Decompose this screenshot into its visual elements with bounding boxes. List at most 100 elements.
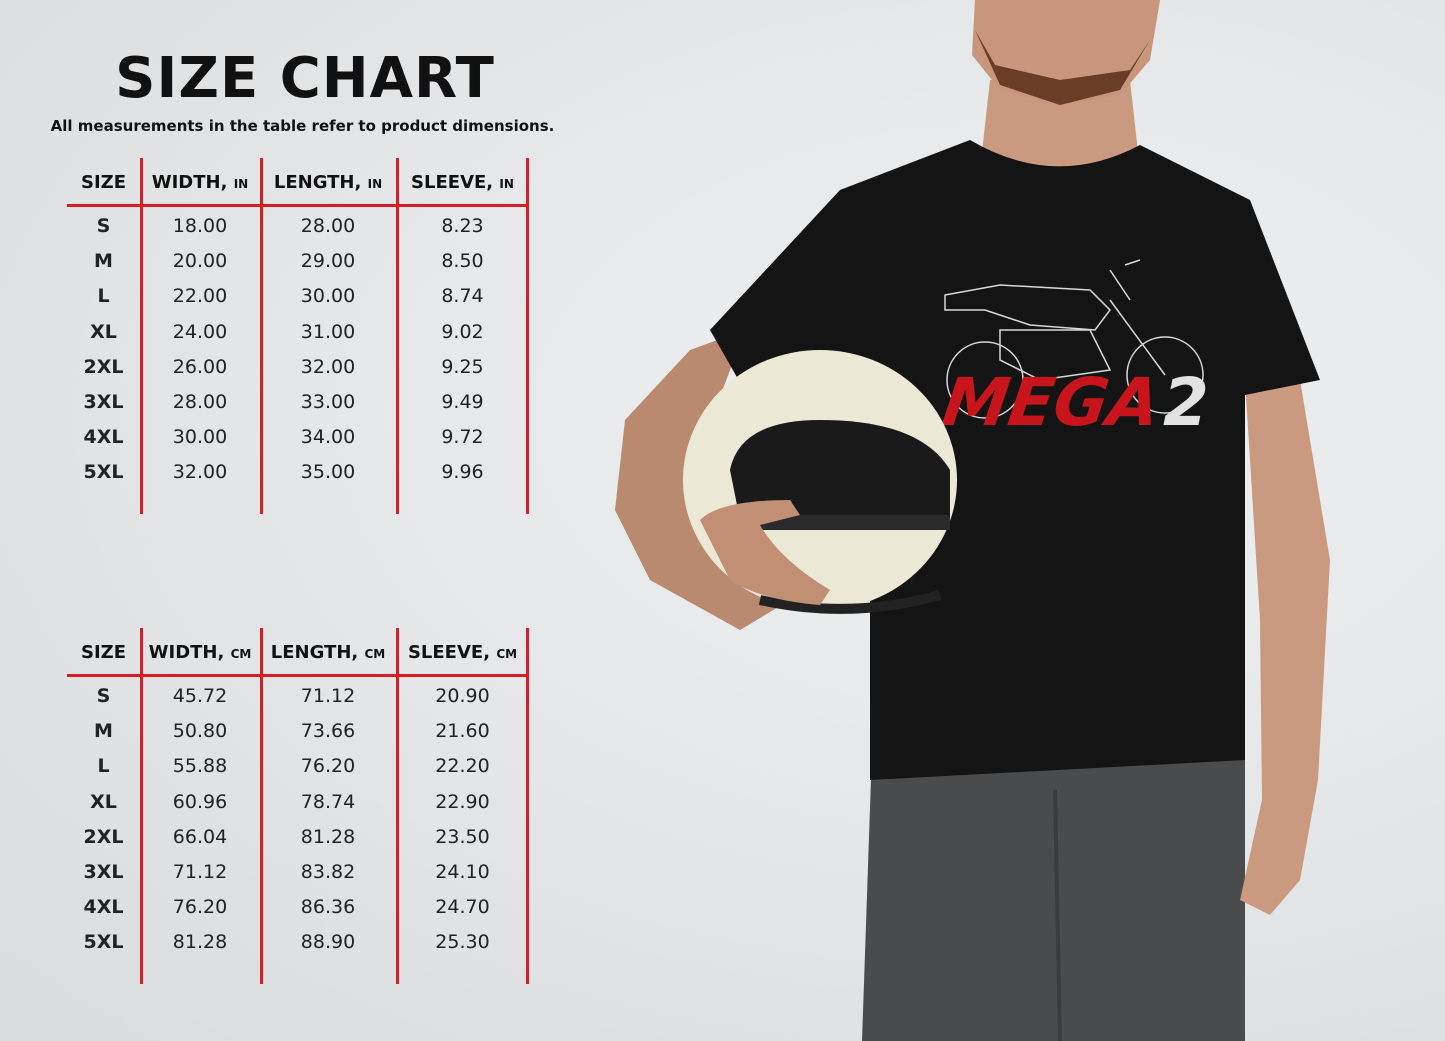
shirt-graphic-number: 2 [1163,364,1209,441]
size-table-centimeters: SIZE WIDTH, CM LENGTH, CM SLEEVE, CM S 45.72 7… [67,628,529,984]
measurement-cell: 32.00 [172,461,228,484]
measurement-cell: 81.28 [172,931,228,954]
column-divider [140,158,143,514]
header-unit: CM [364,647,386,661]
column-header: LENGTH, IN [260,172,396,193]
header-label: LENGTH, [273,172,362,193]
header-label: SIZE [80,172,126,193]
column-divider [396,628,399,984]
measurement-cell: 83.82 [300,861,356,883]
header-unit: IN [233,177,249,191]
column-divider [260,158,263,514]
measurement-cell: 25.30 [435,931,490,954]
measurement-cell: 31.00 [300,320,356,343]
header-label: SIZE [80,642,126,663]
measurement-cell: 35.00 [300,461,356,484]
measurement-cell: 24.70 [435,896,490,919]
measurement-cell: 30.00 [172,426,228,449]
hand [700,500,830,605]
header-label: WIDTH, [151,172,228,193]
measurement-cell: 45.72 [172,685,228,707]
t-shirt [710,140,1320,780]
measurement-cell: 81.28 [300,825,356,848]
size-label: 3XL [83,861,124,883]
measurement-cell: 73.66 [300,720,356,743]
measurement-cell: 29.00 [300,250,356,273]
left-arm [615,330,790,630]
size-table-inches: SIZE WIDTH, IN LENGTH, IN SLEEVE, IN S 18.00 2… [67,158,529,514]
column-divider [396,158,399,514]
page-subtitle: All measurements in the table refer to p… [50,117,555,135]
measurement-cell: 28.00 [300,215,356,237]
measurement-cell: 33.00 [300,391,356,413]
measurement-cell: 32.00 [300,355,356,378]
size-label: S [96,215,111,237]
size-label: XL [90,790,117,813]
measurement-cell: 34.00 [300,426,356,449]
header-unit: IN [499,177,514,191]
header-label: SLEEVE, [411,172,494,193]
column-header: SLEEVE, IN [396,172,529,193]
column-header: WIDTH, IN [140,172,260,193]
measurement-cell: 78.74 [300,790,356,813]
measurement-cell: 24.10 [435,861,490,883]
measurement-cell: 60.96 [172,790,228,813]
size-label: 5XL [83,461,124,484]
size-label: 2XL [83,355,124,378]
measurement-cell: 20.00 [172,250,228,273]
model-photo: MEGA 2 [615,0,1330,1041]
column-header: SIZE [67,172,140,193]
measurement-cell: 9.25 [441,355,484,378]
measurement-cell: 22.90 [435,790,490,813]
measurement-cell: 71.12 [300,685,356,707]
header-divider [67,674,529,677]
measurement-cell: 66.04 [172,825,228,848]
size-label: M [94,720,113,743]
size-label: 3XL [83,391,124,413]
size-label: 5XL [83,931,124,954]
measurement-cell: 88.90 [300,931,356,954]
column-divider [526,158,529,514]
motorcycle-graphic [944,259,1204,419]
size-label: M [94,250,113,273]
beard [975,30,1150,105]
measurement-cell: 76.20 [300,755,356,778]
neck [980,80,1140,170]
measurement-cell: 22.00 [172,285,228,308]
header-unit: IN [367,177,383,191]
header-divider [67,204,529,207]
header-label: SLEEVE, [407,642,491,663]
column-divider [260,628,263,984]
column-header: WIDTH, CM [140,642,260,663]
measurement-cell: 9.49 [441,391,484,413]
measurement-cell: 76.20 [172,896,228,919]
measurement-cell: 9.72 [441,426,484,449]
column-divider [140,628,143,984]
size-label: S [96,685,111,707]
header-label: WIDTH, [148,642,225,663]
size-label: 4XL [83,426,124,449]
size-label: L [97,755,110,778]
measurement-cell: 24.00 [172,320,228,343]
measurement-cell: 21.60 [435,720,490,743]
measurement-cell: 50.80 [172,720,228,743]
size-label: XL [90,320,117,343]
measurement-cell: 8.74 [441,285,484,308]
measurement-cell: 71.12 [172,861,228,883]
column-header: SLEEVE, CM [396,642,529,663]
size-label: L [97,285,110,308]
column-header: LENGTH, CM [260,642,396,663]
measurement-cell: 30.00 [300,285,356,308]
measurement-cell: 23.50 [435,825,490,848]
measurement-cell: 28.00 [172,391,228,413]
size-label: 4XL [83,896,124,919]
jeans [862,750,1245,1041]
right-arm [1240,380,1330,915]
size-label: 2XL [83,825,124,848]
column-header: SIZE [67,642,140,663]
measurement-cell: 22.20 [435,755,490,778]
measurement-cell: 26.00 [172,355,228,378]
page-title: SIZE CHART [115,46,495,111]
helmet [683,350,957,614]
column-divider [526,628,529,984]
